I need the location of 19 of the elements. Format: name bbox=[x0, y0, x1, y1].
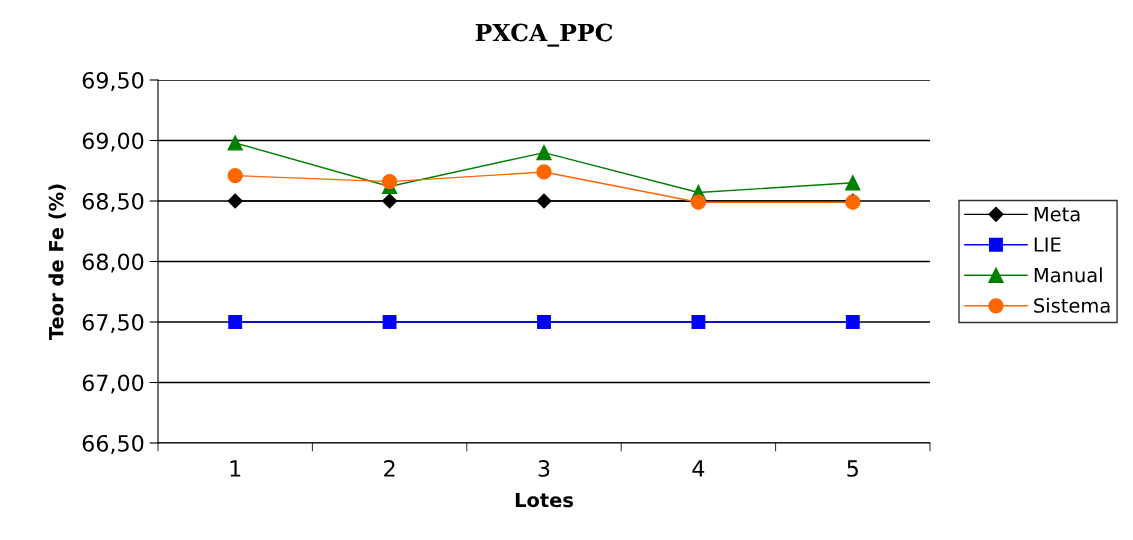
y-axis-title: Teor de Fe (%) bbox=[48, 184, 66, 340]
x-axis-title: Lotes bbox=[515, 492, 573, 508]
y-tick-label: 67,50 bbox=[82, 313, 144, 334]
y-tick-label: 67,00 bbox=[82, 374, 144, 394]
x-tick-label: 3 bbox=[538, 460, 550, 477]
legend-label: LIE bbox=[1034, 237, 1061, 252]
x-tick-label: 2 bbox=[384, 460, 395, 477]
y-tick-label: 66,50 bbox=[82, 434, 144, 455]
y-tick-label: 69,50 bbox=[82, 71, 144, 92]
x-tick-label: 1 bbox=[230, 460, 241, 477]
chart-title: PXCA_PPC bbox=[475, 23, 613, 47]
y-tick-label: 69,00 bbox=[82, 132, 144, 152]
y-tick-label: 68,50 bbox=[82, 192, 144, 213]
legend-label: Sistema bbox=[1034, 297, 1110, 313]
x-tick-label: 4 bbox=[692, 460, 705, 477]
legend-label: Manual bbox=[1034, 267, 1102, 283]
x-tick-label: 5 bbox=[847, 460, 858, 477]
legend-label: Meta bbox=[1034, 206, 1080, 222]
y-tick-label: 68,00 bbox=[82, 253, 144, 273]
